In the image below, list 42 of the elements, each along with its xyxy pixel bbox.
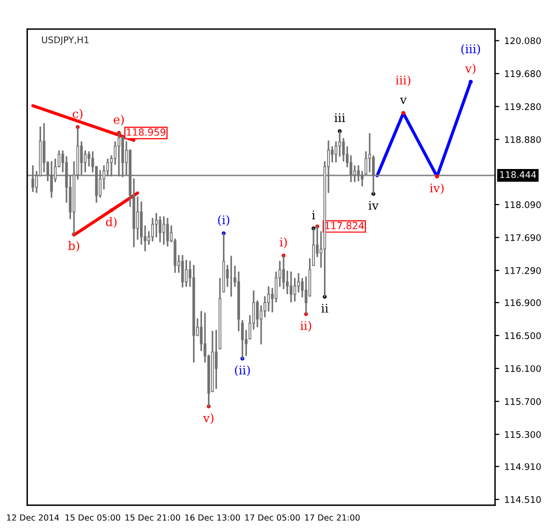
y-tick-label: 116.900 [505,299,541,306]
data-label: ii [321,304,328,313]
data-label: (iii) [461,44,480,55]
x-tick-label: 17 Dec 21:00 [305,514,360,521]
data-label: (i) [218,215,230,226]
x-tick-label: 15 Dec 05:00 [66,514,120,521]
x-tick-label: 15 Dec 21:00 [125,514,180,521]
data-label: d) [106,217,117,228]
y-tick-label: 118.880 [505,136,541,144]
y-tick-label: 120.080 [505,37,541,44]
data-label: (ii) [234,365,250,376]
y-tick-label: 115.300 [505,431,541,438]
data-label: iv [368,200,379,210]
x-tick-label: 16 Dec 13:00 [185,514,240,521]
y-tick-label: 118.090 [505,201,541,208]
data-label: v) [203,413,214,424]
x-tick-label: 12 Dec 2014 [7,514,59,521]
ref-line-label: 118.444 [500,171,536,178]
y-tick-label: 117.690 [505,234,541,242]
data-label: iii) [396,75,410,86]
data-label: 118.959 [126,128,166,136]
text: USDJPY,H1 [42,36,89,45]
y-tick-label: 119.280 [505,103,541,110]
y-tick-label: 116.100 [505,365,541,372]
data-label: iii [334,113,346,122]
y-tick-label: 116.500 [505,332,541,340]
data-label: ii) [300,320,312,332]
data-label: v) [465,64,476,74]
y-tick-label: 114.910 [505,463,541,470]
y-tick-label: 114.510 [505,496,541,503]
y-tick-label: 115.700 [505,398,541,405]
data-label: v [400,98,407,104]
data-label: i [312,210,316,220]
data-label: iv) [430,183,444,194]
data-label: c) [72,108,82,120]
y-tick-label: 119.680 [505,70,541,78]
data-label: e) [114,114,124,126]
data-label: b) [68,240,80,252]
y-tick-label: 117.290 [505,267,541,274]
data-label: 117.824 [325,222,364,230]
x-tick-label: 17 Dec 05:00 [245,514,300,521]
data-label: i) [280,237,287,248]
